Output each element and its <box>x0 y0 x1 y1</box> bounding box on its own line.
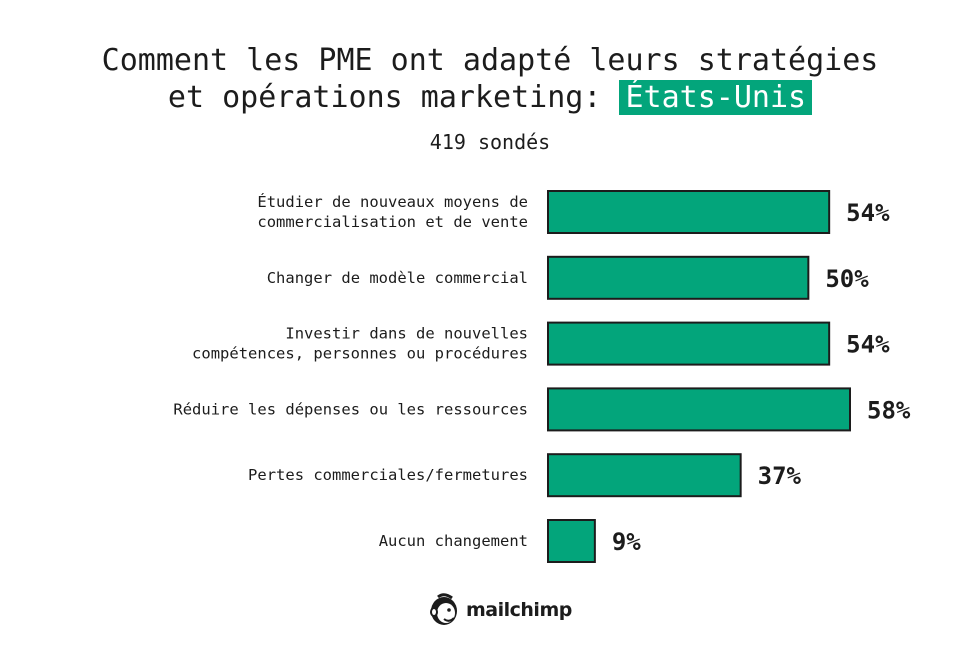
value-label-3: 58% <box>867 396 911 424</box>
chart-subtitle: 419 sondés <box>429 130 551 154</box>
value-label-4: 37% <box>758 462 802 490</box>
category-label-2: Investir dans de nouvelles compétences, p… <box>192 325 528 363</box>
country-highlight-badge: États-Unis <box>619 80 813 115</box>
chart-title-line-2: et opérations marketing: États-Unis <box>0 79 980 116</box>
chart-title-line-2-prefix: et opérations marketing: <box>167 80 620 115</box>
category-label-line: Étudier de nouveaux moyens de <box>257 192 528 211</box>
chart-title: Comment les PME ont adapté leurs stratég… <box>0 42 980 116</box>
value-label-1: 50% <box>825 265 869 293</box>
bar-chart: 54% Étudier de nouveaux moyens de commerci… <box>173 190 911 563</box>
chart-title-line-1: Comment les PME ont adapté leurs stratég… <box>101 43 879 78</box>
category-label-line: Réduire les dépenses ou les ressources <box>173 400 528 418</box>
category-label-line: Pertes commerciales/fermetures <box>248 466 528 484</box>
value-label-5: 9% <box>612 528 641 556</box>
brand-name: mailchimp <box>466 599 572 621</box>
category-label-1: Changer de modèle commercial <box>267 269 528 287</box>
category-label-line: Changer de modèle commercial <box>267 269 528 287</box>
category-label-3: Réduire les dépenses ou les ressources <box>173 400 528 418</box>
freddie-chimp-logo-icon <box>430 593 457 625</box>
bar-5 <box>547 519 596 563</box>
bar-0 <box>547 190 831 234</box>
bar-2 <box>547 321 831 366</box>
value-label-2: 54% <box>846 331 890 359</box>
category-label-line: commercialisation et de vente <box>257 213 528 231</box>
bar-4 <box>547 453 742 498</box>
category-label-line: Investir dans de nouvelles <box>285 325 528 343</box>
bar-1 <box>547 255 810 300</box>
category-label-5: Aucun changement <box>379 532 528 550</box>
value-label-0: 54% <box>846 199 890 227</box>
category-label-line: Aucun changement <box>379 532 528 550</box>
category-label-4: Pertes commerciales/fermetures <box>248 466 528 484</box>
brand-logo: mailchimp <box>428 592 572 628</box>
category-label-0: Étudier de nouveaux moyens de commerciali… <box>257 192 528 231</box>
category-label-line: compétences, personnes ou procédures <box>192 345 528 363</box>
bar-3 <box>547 387 851 432</box>
